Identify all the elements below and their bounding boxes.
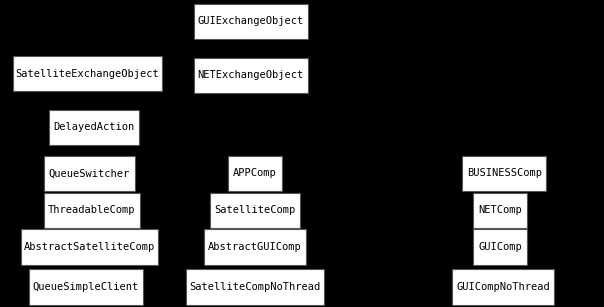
FancyBboxPatch shape xyxy=(21,230,158,265)
FancyBboxPatch shape xyxy=(194,58,307,93)
FancyBboxPatch shape xyxy=(228,156,282,191)
Text: GUICompNoThread: GUICompNoThread xyxy=(456,282,550,292)
Text: QueueSwitcher: QueueSwitcher xyxy=(49,169,130,178)
FancyBboxPatch shape xyxy=(13,56,162,91)
FancyBboxPatch shape xyxy=(473,230,527,265)
FancyBboxPatch shape xyxy=(186,270,324,305)
FancyBboxPatch shape xyxy=(452,270,554,305)
FancyBboxPatch shape xyxy=(204,230,306,265)
FancyBboxPatch shape xyxy=(29,270,143,305)
Text: AbstractSatelliteComp: AbstractSatelliteComp xyxy=(24,242,155,252)
Text: GUIExchangeObject: GUIExchangeObject xyxy=(198,17,304,26)
Text: ThreadableComp: ThreadableComp xyxy=(48,205,135,215)
Text: SatelliteExchangeObject: SatelliteExchangeObject xyxy=(16,69,159,79)
Text: SatelliteComp: SatelliteComp xyxy=(214,205,295,215)
FancyBboxPatch shape xyxy=(462,156,547,191)
Text: NETComp: NETComp xyxy=(478,205,522,215)
FancyBboxPatch shape xyxy=(210,193,300,228)
FancyBboxPatch shape xyxy=(194,4,307,39)
Text: APPComp: APPComp xyxy=(233,169,277,178)
FancyBboxPatch shape xyxy=(44,156,135,191)
Text: SatelliteCompNoThread: SatelliteCompNoThread xyxy=(189,282,321,292)
Text: GUIComp: GUIComp xyxy=(478,242,522,252)
Text: BUSINESSComp: BUSINESSComp xyxy=(467,169,542,178)
Text: NETExchangeObject: NETExchangeObject xyxy=(198,70,304,80)
Text: AbstractGUIComp: AbstractGUIComp xyxy=(208,242,302,252)
Text: DelayedAction: DelayedAction xyxy=(53,122,134,132)
FancyBboxPatch shape xyxy=(473,193,527,228)
FancyBboxPatch shape xyxy=(48,110,139,145)
Text: QueueSimpleClient: QueueSimpleClient xyxy=(33,282,139,292)
FancyBboxPatch shape xyxy=(43,193,140,228)
